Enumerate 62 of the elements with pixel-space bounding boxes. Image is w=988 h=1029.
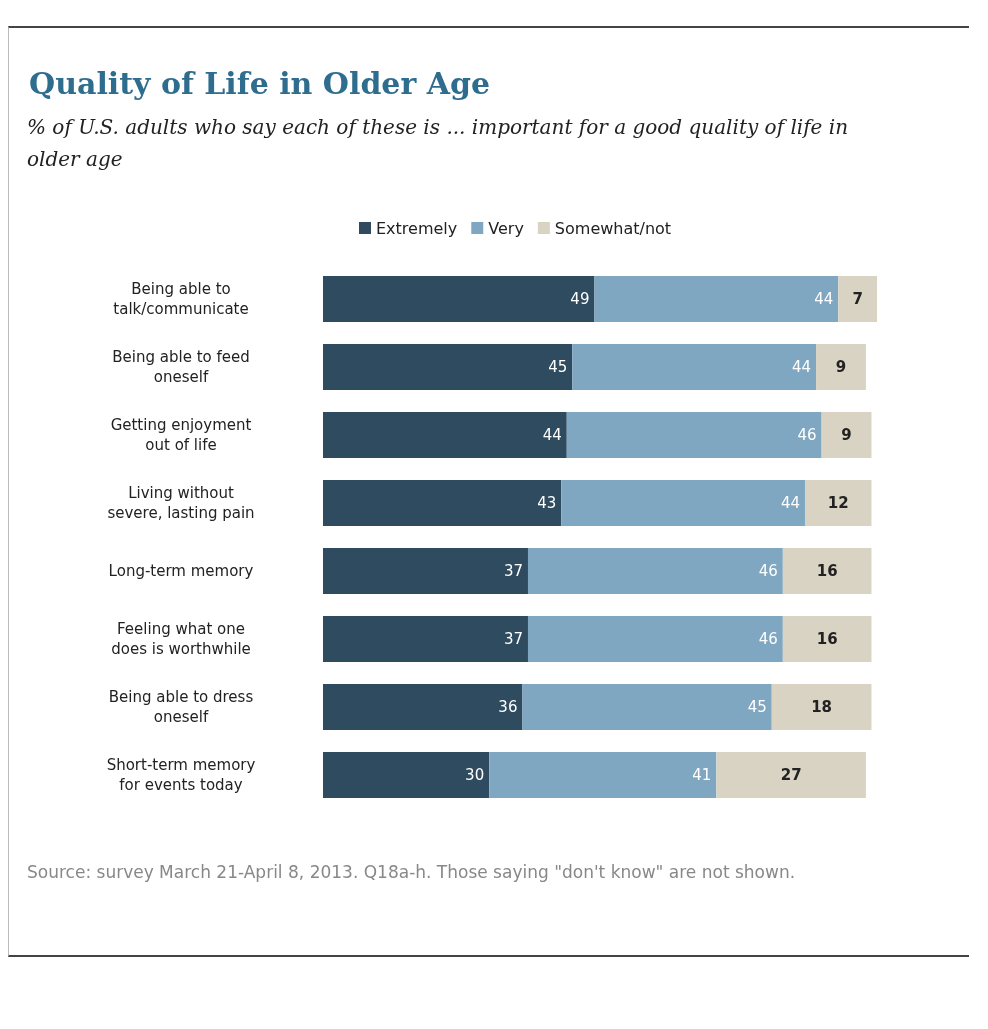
data-label: 16 (816, 630, 838, 648)
data-label: 44 (542, 426, 562, 444)
data-label: 44 (814, 290, 834, 308)
y-tick-label: Getting enjoyment out of life (110, 416, 252, 454)
legend-label: Somewhat/not (554, 218, 672, 238)
data-label: 44 (791, 358, 812, 376)
bar (716, 752, 866, 798)
bar (821, 412, 872, 458)
bar (782, 616, 872, 662)
data-label: 45 (747, 698, 767, 716)
bar (527, 616, 783, 662)
data-label: 9 (841, 426, 852, 444)
data-label: 46 (758, 630, 778, 648)
data-label: 49 (570, 290, 590, 308)
data-label: 41 (692, 766, 712, 784)
data-label: 18 (811, 698, 833, 716)
data-label: 36 (498, 698, 518, 716)
data-label: 37 (503, 562, 523, 580)
chart-subtitle: % of U.S. adults who say each of these is ... important for a good quality of life in older age (26, 114, 850, 173)
bar (771, 684, 872, 730)
data-label: 46 (758, 562, 778, 580)
bar (522, 684, 772, 730)
bar (561, 480, 805, 526)
source-note: Source: survey March 21-April 8, 2013. Q18a-h. Those saying "don't know" are not shown. (26, 861, 797, 884)
bar (804, 480, 872, 526)
data-label: 12 (827, 494, 849, 512)
bar (323, 344, 573, 390)
bar (323, 548, 528, 594)
bar (323, 480, 562, 526)
data-label: 46 (797, 426, 817, 444)
data-label: 7 (852, 290, 863, 308)
y-tick-label: Being able to dress oneself (108, 688, 254, 726)
legend-label: Extremely (376, 218, 458, 238)
bar (594, 276, 839, 322)
bar (782, 548, 872, 594)
data-label: 16 (816, 562, 838, 580)
bar (527, 548, 783, 594)
data-label: 37 (503, 630, 523, 648)
data-label: 9 (835, 358, 847, 376)
bar (323, 616, 528, 662)
legend-label: Very (488, 218, 524, 238)
bar (489, 752, 717, 798)
bar (816, 344, 866, 390)
bar (323, 752, 490, 798)
y-tick-label: Long-term memory (108, 562, 254, 580)
data-label: 27 (780, 766, 802, 784)
y-tick-label: Being able to feed oneself (112, 348, 250, 386)
bar (838, 276, 877, 322)
data-label: 30 (465, 766, 485, 784)
y-tick-label: Being able to talk/communicate (113, 280, 249, 318)
y-tick-label: Living without severe, lasting pain (107, 484, 255, 522)
bar (323, 276, 595, 322)
chart-title: Quality of Life in Older Age (28, 65, 492, 101)
bar (323, 684, 523, 730)
y-tick-label: Short-term memory for events today (106, 756, 256, 794)
data-label: 43 (537, 494, 557, 512)
bar (566, 412, 822, 458)
y-tick-label: Feeling what one does is worthwhile (111, 620, 251, 658)
bar (572, 344, 817, 390)
data-label: 44 (780, 494, 800, 512)
bar (323, 412, 567, 458)
data-label: 45 (548, 358, 568, 376)
